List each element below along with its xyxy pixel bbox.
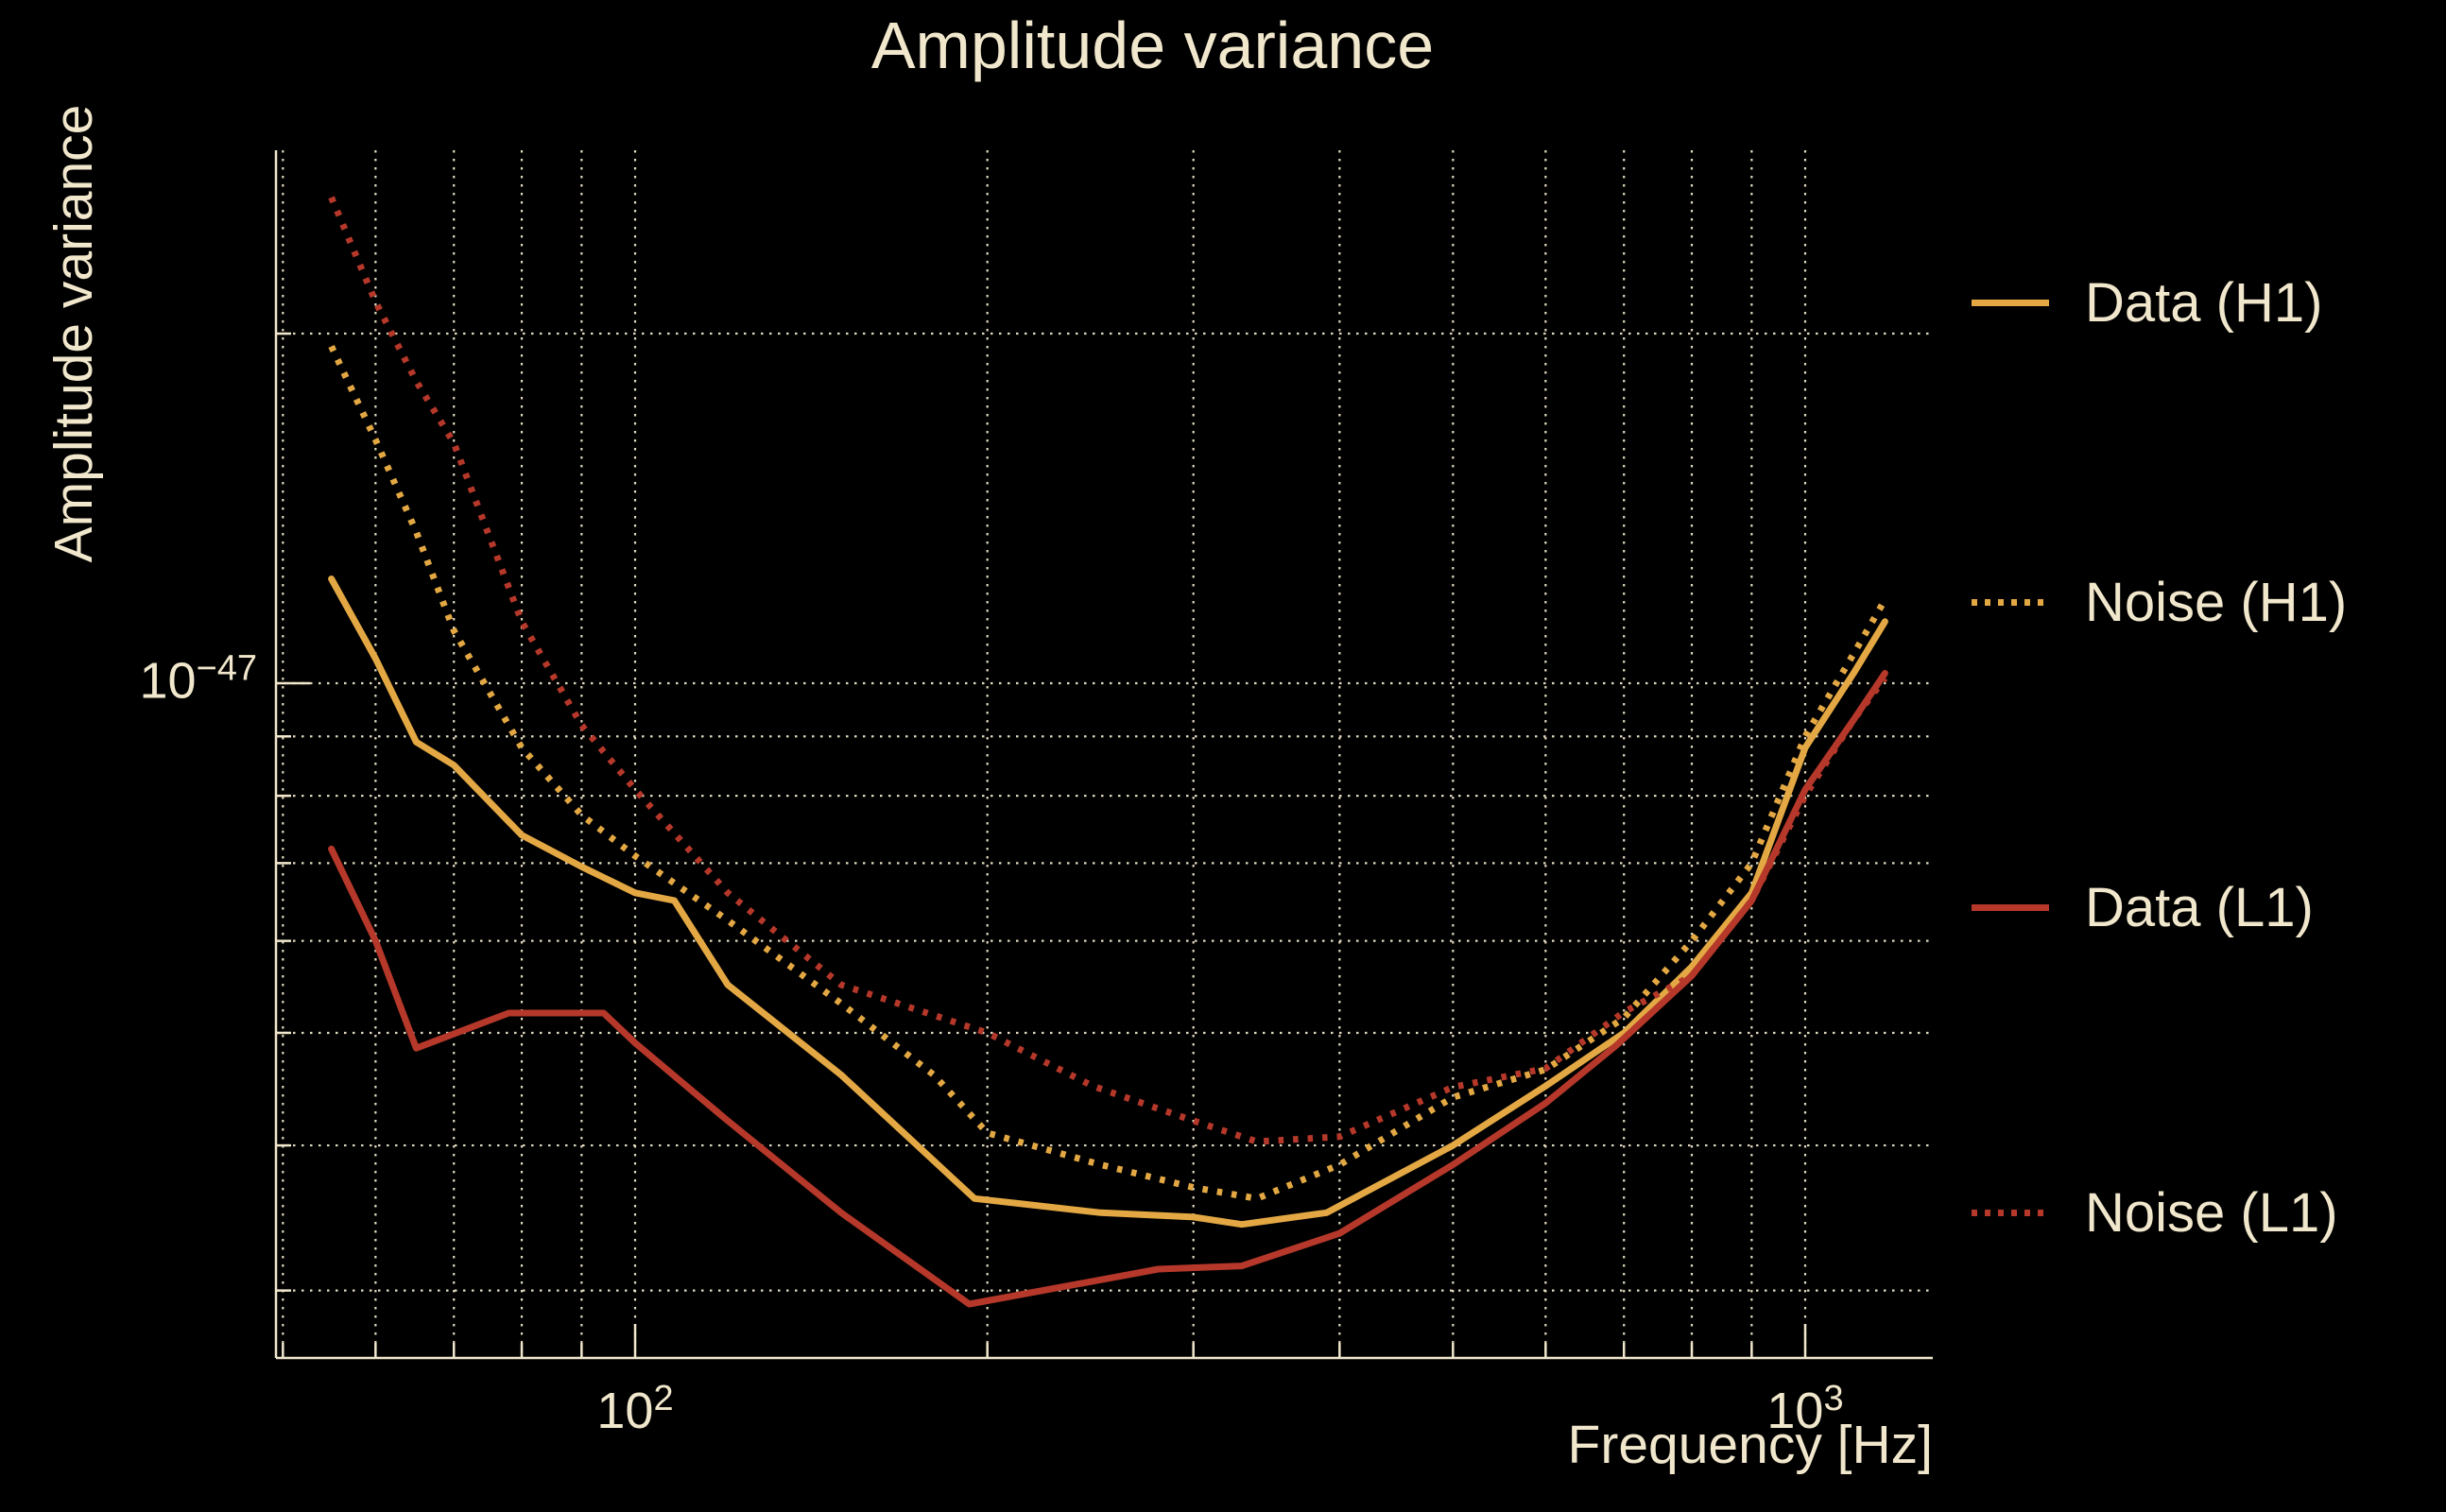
x-tick-label-1000: 103 — [1766, 1379, 1844, 1440]
legend-item-noise-h1: Noise (H1) — [1972, 564, 2347, 640]
series-data-l1- — [328, 669, 1888, 1308]
legend-item-data-l1: Data (L1) — [1972, 869, 2314, 945]
y-axis-label: Amplitude variance — [43, 104, 104, 563]
legend-label: Data (H1) — [2085, 271, 2323, 334]
x-tick-base: 10 — [1766, 1383, 1824, 1439]
series-noise-h1- — [328, 345, 1888, 1202]
data-l1-line-sample — [1972, 903, 2049, 911]
legend-label: Noise (L1) — [2085, 1181, 2338, 1244]
y-tick-base: 10 — [139, 652, 197, 710]
series-data-h1- — [328, 576, 1888, 1228]
x-tick-exponent: 3 — [1823, 1379, 1844, 1418]
legend-label: Data (L1) — [2085, 876, 2314, 938]
noise-l1-line-sample — [1972, 1209, 2049, 1216]
x-axis-label: Frequency [Hz] — [1567, 1415, 1933, 1475]
x-tick-base: 10 — [596, 1383, 654, 1439]
y-tick-label-1e-47: 10−47 — [139, 648, 257, 711]
x-tick-exponent: 2 — [653, 1379, 674, 1418]
y-tick-exponent: −47 — [196, 648, 257, 689]
x-tick-label-100: 102 — [596, 1379, 674, 1440]
noise-h1-line-sample — [1972, 598, 2049, 606]
chart-title: Amplitude variance — [870, 9, 1435, 82]
legend-item-noise-l1: Noise (L1) — [1972, 1175, 2338, 1250]
series-noise-l1- — [328, 196, 1888, 1145]
data-h1-line-sample — [1972, 299, 2049, 306]
legend-label: Noise (H1) — [2085, 571, 2348, 633]
legend-item-data-h1: Data (H1) — [1972, 265, 2322, 340]
